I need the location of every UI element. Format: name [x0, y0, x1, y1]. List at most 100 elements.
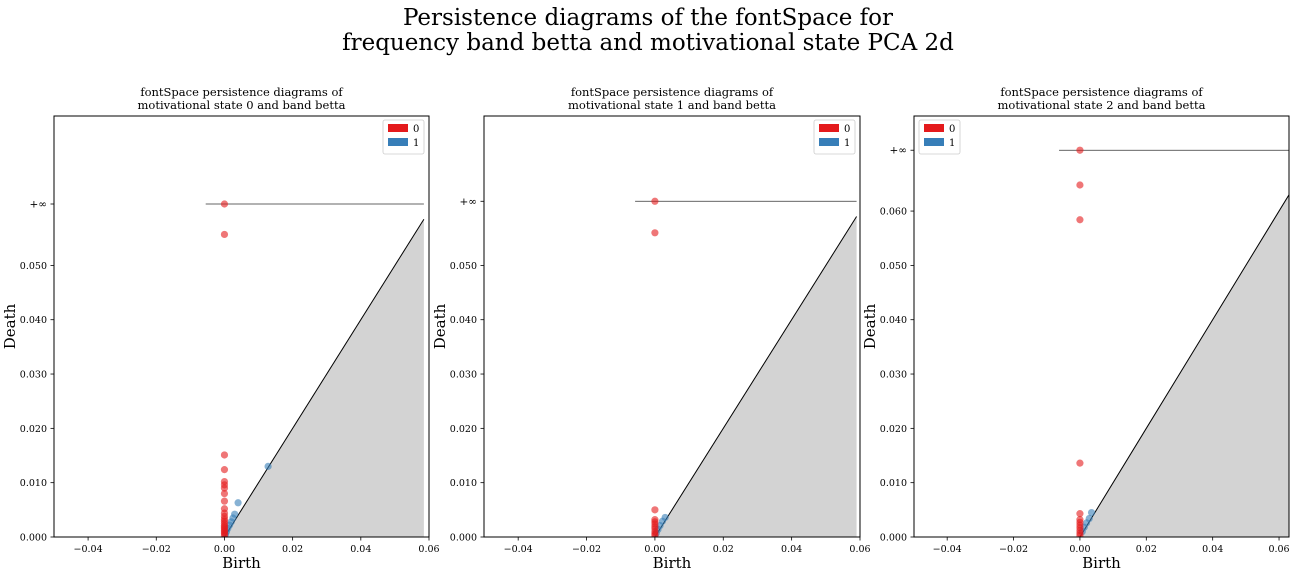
- y-tick-label: 0.020: [20, 424, 47, 435]
- y-tick-label: 0.040: [450, 315, 477, 326]
- x-tick-label: 0.04: [350, 544, 371, 555]
- legend-swatch-1: [388, 138, 408, 146]
- x-axis-label: Birth: [653, 554, 692, 572]
- legend-label-1: 1: [413, 138, 419, 149]
- point-dim-0: [220, 489, 229, 498]
- point-dim-0: [1076, 216, 1084, 224]
- legend: 01: [382, 119, 425, 155]
- point-dim-0: [651, 506, 659, 514]
- y-axis-label: Death: [431, 303, 449, 349]
- subplot-1: −0.04 −0.02 0.00 0.02 0.04 0.06 0.000 0.010 0.02…: [431, 85, 871, 572]
- y-tick-label: 0.040: [880, 315, 907, 326]
- y-tick-label: 0.050: [20, 261, 47, 272]
- legend-swatch-1: [924, 138, 944, 146]
- y-tick-label: 0.060: [880, 207, 907, 218]
- y-tick-label: 0.000: [880, 533, 907, 544]
- y-tick-label: 0.020: [450, 424, 477, 435]
- point-dim-0: [220, 497, 229, 505]
- figure-title-line-2: frequency band betta and motivational st…: [342, 30, 954, 56]
- point-dim-1: [264, 462, 272, 470]
- point-dim-1: [234, 499, 242, 507]
- x-tick-label: 0.06: [418, 544, 439, 555]
- x-tick-label: 0.00: [214, 544, 235, 555]
- point-dim-0: [1076, 181, 1084, 189]
- point-dim-0: [220, 230, 229, 239]
- y-tick-label: 0.050: [450, 261, 477, 272]
- legend: 01: [918, 119, 961, 155]
- y-tick-label: 0.000: [20, 533, 47, 544]
- point-dim-0: [1076, 510, 1084, 518]
- point-dim-0: [220, 531, 229, 537]
- y-tick-label: 0.010: [880, 478, 907, 489]
- point-dim-0: [651, 229, 659, 237]
- plot-area: [205, 200, 425, 537]
- point-dim-0: [220, 466, 229, 474]
- point-dim-0: [1076, 531, 1084, 537]
- x-tick-label: −0.04: [504, 544, 533, 555]
- x-tick-label: −0.04: [74, 544, 103, 555]
- y-tick-label: 0.020: [880, 424, 907, 435]
- infinity-label: +∞: [459, 196, 477, 208]
- point-dim-0: [651, 197, 659, 205]
- y-tick-label: 0.030: [450, 370, 477, 381]
- legend-label-1: 1: [844, 138, 850, 149]
- axes-frame: [913, 115, 1290, 538]
- x-tick-label: 0.06: [849, 544, 870, 555]
- x-tick-label: 0.00: [644, 544, 665, 555]
- infinity-label: +∞: [889, 145, 907, 157]
- legend-label-0: 0: [949, 124, 955, 135]
- subplot-2: −0.04 −0.02 0.00 0.02 0.04 0.06 0.000 0.010 0.02…: [861, 85, 1290, 572]
- x-tick-label: −0.02: [142, 544, 171, 555]
- legend: 01: [813, 119, 856, 155]
- figure-title: Persistence diagrams of the fontSpace fo…: [0, 6, 1296, 56]
- point-dim-0: [220, 484, 229, 492]
- y-tick-label: 0.040: [20, 315, 47, 326]
- x-axis-label: Birth: [222, 554, 261, 572]
- figure-title-line-1: Persistence diagrams of the fontSpace fo…: [402, 5, 894, 31]
- subplot-title-line-1: fontSpace persistence diagrams of: [571, 85, 774, 99]
- subplot-title-line-2: motivational state 0 and band betta: [138, 98, 346, 112]
- legend-swatch-1: [819, 138, 839, 146]
- legend-label-0: 0: [844, 124, 850, 135]
- y-tick-label: 0.010: [450, 478, 477, 489]
- legend-swatch-0: [924, 124, 944, 132]
- y-tick-label: 0.000: [450, 533, 477, 544]
- point-dim-0: [1076, 459, 1084, 467]
- x-axis-label: Birth: [1082, 554, 1121, 572]
- y-axis-label: Death: [861, 303, 879, 349]
- legend-label-1: 1: [949, 138, 955, 149]
- subplot-title-line-1: fontSpace persistence diagrams of: [140, 85, 343, 99]
- x-tick-label: 0.02: [1136, 544, 1157, 555]
- legend-swatch-0: [388, 124, 408, 132]
- x-tick-label: 0.02: [282, 544, 303, 555]
- diagonal-line: [1079, 194, 1289, 537]
- x-tick-label: 0.04: [781, 544, 802, 555]
- subplot-title-line-2: motivational state 2 and band betta: [998, 98, 1206, 112]
- point-dim-0: [220, 451, 229, 459]
- point-dim-0: [220, 200, 229, 208]
- x-tick-label: 0.02: [713, 544, 734, 555]
- point-dim-0: [651, 531, 659, 537]
- x-tick-label: 0.06: [1268, 544, 1289, 555]
- subplot-title-line-2: motivational state 1 and band betta: [568, 98, 776, 112]
- x-tick-label: −0.04: [933, 544, 962, 555]
- x-tick-label: 0.04: [1202, 544, 1223, 555]
- y-tick-label: 0.030: [880, 370, 907, 381]
- x-tick-label: −0.02: [999, 544, 1028, 555]
- y-tick-label: 0.050: [880, 261, 907, 272]
- diagonal-region: [1079, 194, 1289, 537]
- subplot-0: −0.04 −0.02 0.00 0.02 0.04 0.06 0.000 0.010 0.02…: [1, 85, 440, 572]
- y-axis-label: Death: [1, 303, 19, 349]
- x-tick-label: 0.00: [1069, 544, 1090, 555]
- point-dim-1: [1087, 508, 1096, 517]
- legend-swatch-0: [819, 124, 839, 132]
- diagonal-line: [654, 216, 858, 537]
- point-dim-0: [1076, 146, 1084, 154]
- plot-area: [1059, 146, 1289, 537]
- x-tick-label: −0.02: [572, 544, 601, 555]
- diagonal-line: [224, 218, 425, 537]
- axes-frame: [53, 115, 430, 538]
- infinity-label: +∞: [29, 199, 47, 211]
- axes-frame: [483, 115, 861, 538]
